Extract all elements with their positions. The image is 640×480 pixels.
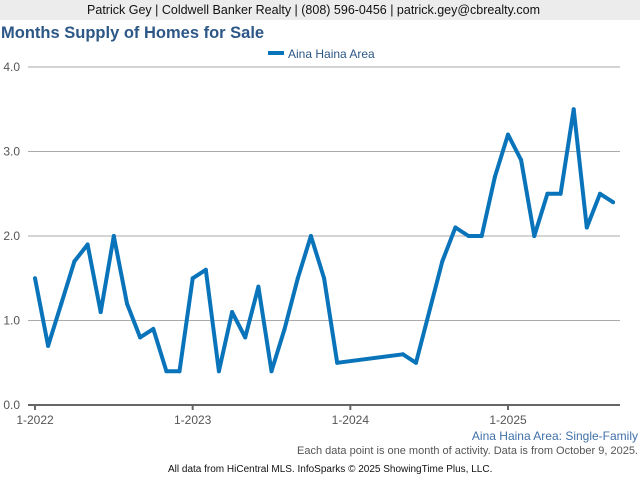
data-point	[611, 200, 616, 205]
data-point	[85, 242, 90, 247]
data-point	[46, 343, 51, 348]
data-point	[72, 259, 77, 264]
data-point	[584, 225, 589, 230]
data-point	[571, 107, 576, 112]
data-point	[414, 360, 419, 365]
data-point	[400, 352, 405, 357]
data-point	[59, 301, 64, 306]
data-point	[98, 310, 103, 315]
x-tick-label: 1-2024	[332, 413, 370, 427]
data-point	[216, 369, 221, 374]
data-point	[124, 301, 129, 306]
data-point	[269, 369, 274, 374]
x-tick-label: 1-2022	[16, 413, 54, 427]
y-tick-label: 1.0	[3, 314, 20, 328]
data-point	[322, 276, 327, 281]
data-point	[492, 174, 497, 179]
x-tick-label: 1-2023	[174, 413, 212, 427]
y-tick-label: 0.0	[3, 398, 20, 412]
data-point	[33, 276, 37, 281]
data-point	[256, 284, 261, 289]
credit-text: All data from HiCentral MLS. InfoSparks …	[168, 464, 493, 475]
data-point	[558, 191, 563, 196]
data-point	[203, 267, 208, 272]
data-point	[545, 191, 550, 196]
contact-header: Patrick Gey | Coldwell Banker Realty | (…	[0, 0, 640, 20]
legend-swatch	[268, 51, 284, 55]
data-point	[190, 276, 195, 281]
y-tick-label: 3.0	[3, 145, 20, 159]
data-point	[440, 259, 445, 264]
data-point	[230, 310, 235, 315]
data-point	[519, 157, 524, 162]
chart-title: Months Supply of Homes for Sale	[1, 24, 265, 42]
series-line-aina-haina	[33, 107, 615, 374]
y-tick-label: 4.0	[3, 60, 20, 74]
data-point	[532, 234, 537, 238]
data-note: Each data point is one month of activity…	[297, 445, 638, 457]
data-point	[151, 326, 156, 331]
data-point	[479, 234, 484, 238]
x-tick-label: 1-2025	[489, 413, 527, 427]
data-point	[597, 191, 602, 196]
data-point	[295, 276, 300, 281]
data-point	[335, 360, 340, 365]
chart-subtitle: Aina Haina Area: Single-Family	[471, 429, 638, 443]
data-point	[453, 225, 458, 230]
data-point	[308, 234, 313, 238]
data-point	[177, 369, 182, 374]
data-point	[466, 234, 471, 238]
data-point	[282, 326, 287, 331]
data-point	[506, 132, 510, 137]
data-point	[111, 234, 116, 238]
data-point	[164, 369, 169, 374]
data-point	[243, 335, 248, 340]
y-tick-label: 2.0	[3, 229, 20, 243]
legend-label: Aina Haina Area	[288, 47, 375, 61]
data-point	[138, 335, 143, 340]
